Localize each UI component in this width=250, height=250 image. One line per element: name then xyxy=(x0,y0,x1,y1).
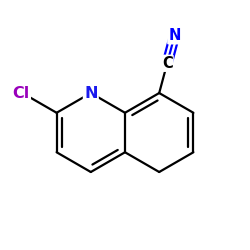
Text: Cl: Cl xyxy=(12,86,30,101)
Text: N: N xyxy=(84,86,98,100)
Text: C: C xyxy=(162,56,172,71)
Text: N: N xyxy=(168,28,181,43)
